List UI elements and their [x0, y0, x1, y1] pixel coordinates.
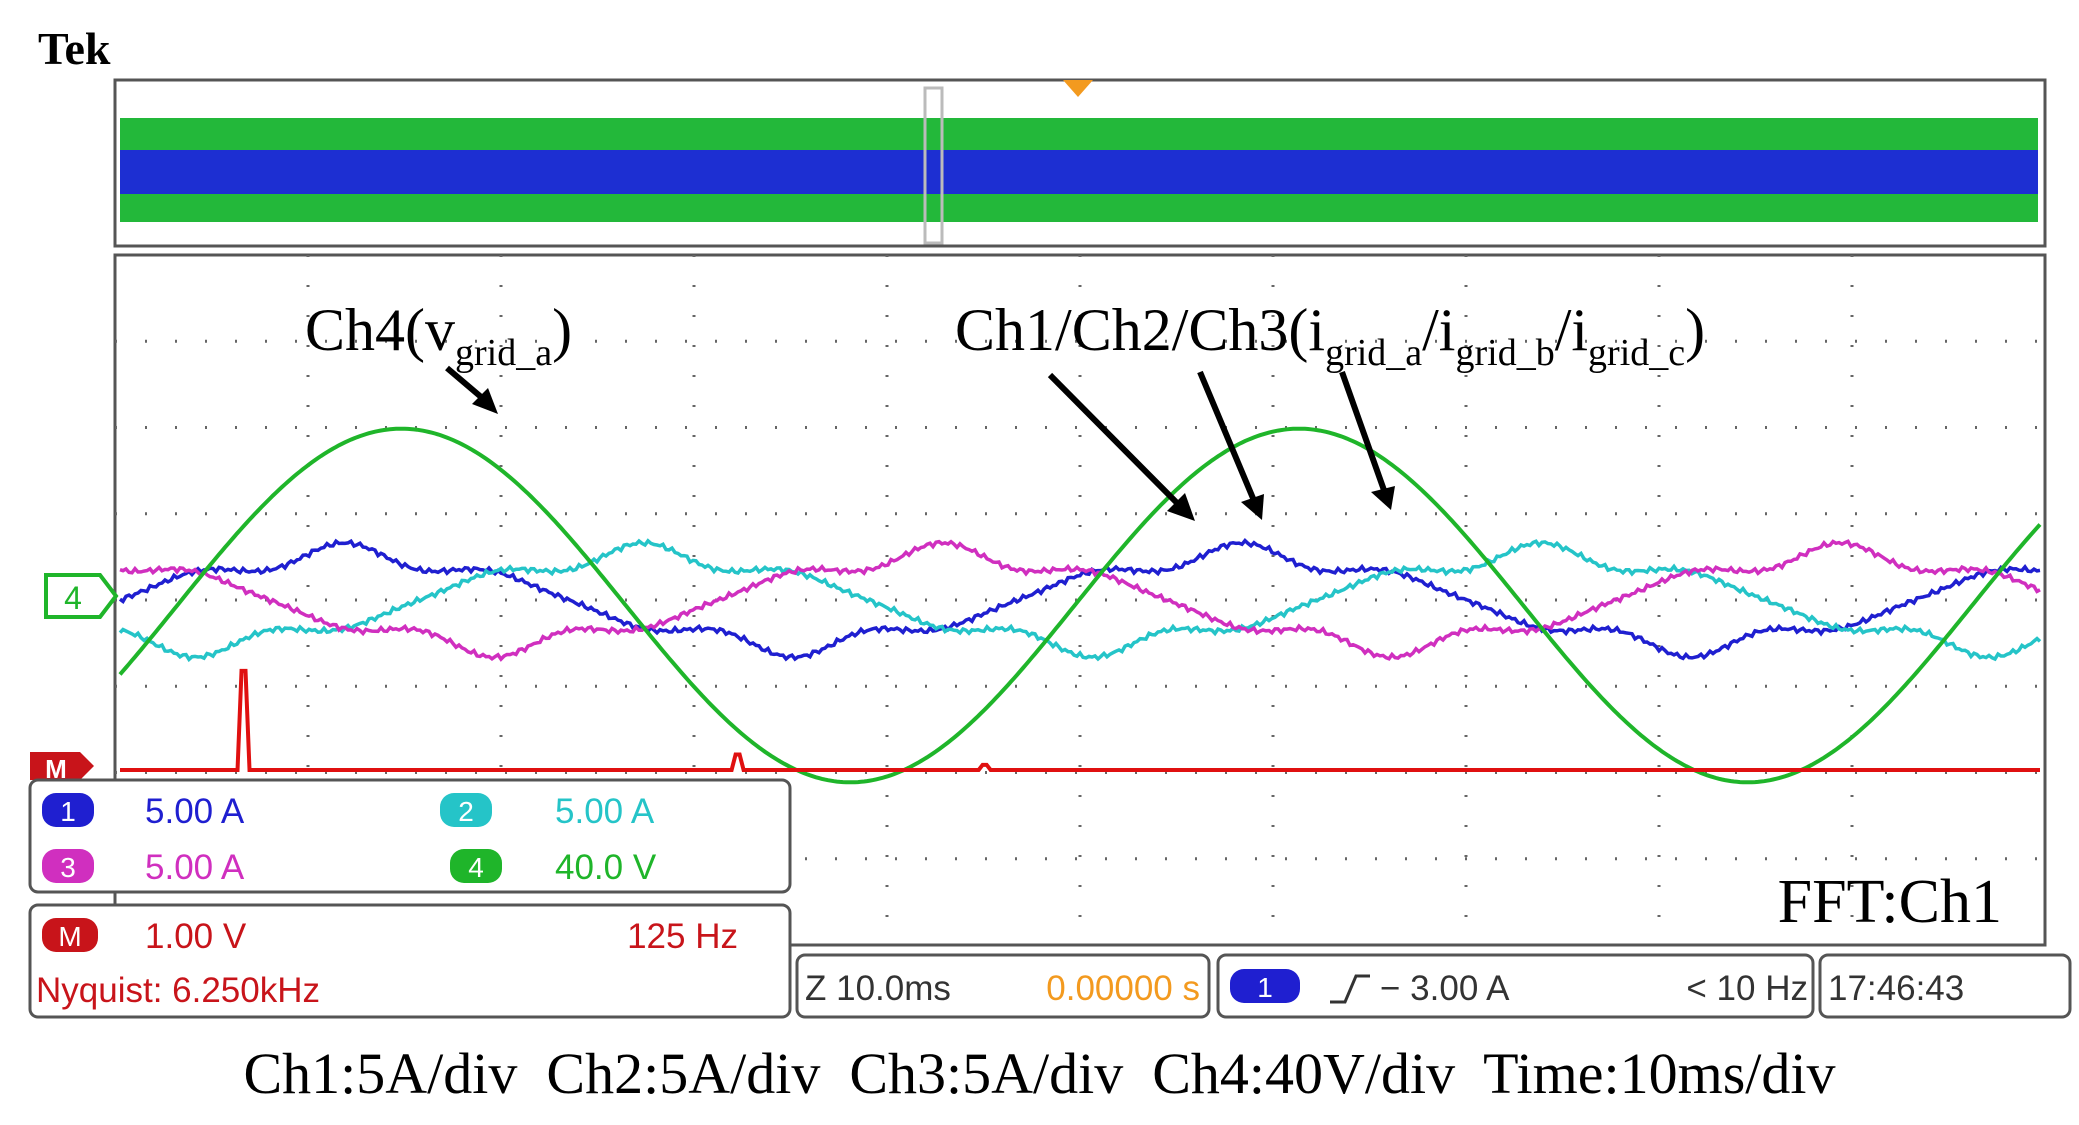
math-ground-label: M — [45, 754, 67, 784]
voltage-annotation: Ch4(vgrid_a) — [305, 297, 572, 414]
clock-time: 17:46:43 — [1828, 969, 1964, 1008]
horizontal-position: 0.00000 s — [1046, 969, 1200, 1008]
trigger-level: − 3.00 A — [1380, 969, 1510, 1008]
zoom-timebase: Z 10.0ms — [805, 969, 951, 1008]
voltage-annotation-label: Ch4(vgrid_a) — [305, 297, 572, 374]
rising-edge-icon — [1330, 974, 1370, 1004]
ch4-ground-marker[interactable]: 4 — [44, 573, 119, 619]
ch3-trace — [119, 539, 2041, 662]
ch4-ground-label: 4 — [64, 580, 82, 616]
ch1-readout[interactable]: 1 5.00 A — [42, 792, 245, 831]
current-annotation: Ch1/Ch2/Ch3(igrid_a/igrid_b/igrid_c) — [955, 297, 1705, 521]
ch1-trace — [118, 538, 2041, 662]
overview-panel — [113, 78, 2047, 248]
ch2-trace — [118, 538, 2042, 663]
fft-spectrum-line — [120, 668, 2040, 772]
fft-source-label: FFT:Ch1 — [1778, 868, 2002, 936]
caption: Ch1:5A/div Ch2:5A/div Ch3:5A/div Ch4:40V… — [243, 1041, 1836, 1106]
ch4-badge: 4 — [468, 852, 484, 883]
nyquist-readout: Nyquist: 6.250kHz — [36, 971, 320, 1010]
ch4-readout[interactable]: 4 40.0 V — [450, 848, 657, 887]
math-readout[interactable]: M 1.00 V 125 Hz Nyquist: 6.250kHz — [28, 903, 792, 1019]
ch4-trace — [118, 426, 2042, 785]
math-scale: 1.00 V — [145, 917, 247, 956]
oscilloscope-display: Tek 4 M Ch4(vgrid_a) Ch1/Ch2/Ch3(igrid_a… — [28, 23, 2072, 1019]
fft-trace — [120, 668, 2040, 772]
timebase-readout[interactable]: Z 10.0ms 0.00000 s — [795, 953, 1211, 1019]
current-annotation-label: Ch1/Ch2/Ch3(igrid_a/igrid_b/igrid_c) — [955, 297, 1705, 374]
ch3-readout[interactable]: 3 5.00 A — [42, 848, 245, 887]
ch3-scale: 5.00 A — [145, 848, 245, 887]
math-badge: M — [58, 921, 81, 952]
ch4-scale: 40.0 V — [555, 848, 657, 887]
waveforms — [118, 426, 2042, 785]
clock-readout: 17:46:43 — [1818, 953, 2072, 1019]
ch2-readout[interactable]: 2 5.00 A — [440, 792, 655, 831]
ch1-scale: 5.00 A — [145, 792, 245, 831]
zoom-window-marker[interactable] — [923, 86, 944, 245]
math-frequency: 125 Hz — [627, 917, 738, 956]
trigger-frequency: < 10 Hz — [1686, 969, 1808, 1008]
ch2-scale: 5.00 A — [555, 792, 655, 831]
overview-current-band — [120, 150, 2038, 194]
channel-readout: 1 5.00 A 2 5.00 A 3 5.00 A 4 40.0 V — [28, 778, 792, 894]
ch3-badge: 3 — [60, 852, 76, 883]
trigger-readout[interactable]: 1 − 3.00 A < 10 Hz — [1216, 953, 1815, 1019]
ch1-badge: 1 — [60, 796, 76, 827]
trigger-source-badge: 1 — [1257, 972, 1273, 1003]
trigger-position-marker — [1063, 80, 1093, 97]
ch2-badge: 2 — [458, 796, 474, 827]
brand-label: Tek — [38, 23, 111, 74]
math-ground-marker[interactable]: M — [30, 752, 94, 784]
